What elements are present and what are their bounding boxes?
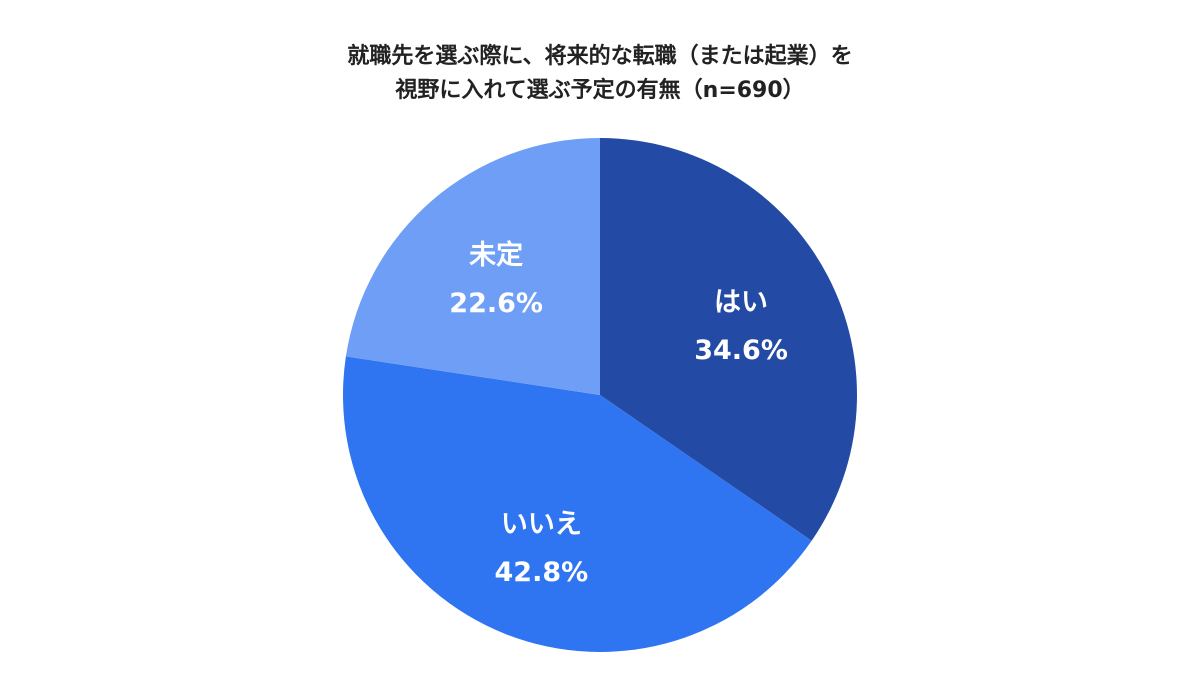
- slice-value-2: 22.6%: [449, 288, 543, 319]
- pie-slice-1: [343, 356, 812, 653]
- slice-value-1: 42.8%: [495, 557, 589, 588]
- slice-label-1: いいえ: [501, 509, 582, 540]
- pie-slices: [343, 138, 858, 653]
- pie-slice-2: [345, 138, 600, 395]
- slice-label-2: 未定: [469, 239, 523, 271]
- chart-title-line-2: 視野に入れて選ぶ予定の有無（n=690）: [395, 78, 805, 103]
- slice-value-0: 34.6%: [694, 335, 788, 366]
- slice-label-0: はい: [714, 287, 768, 318]
- chart-title-line-1: 就職先を選ぶ際に、将来的な転職（または起業）を: [347, 44, 853, 69]
- chart-title: 就職先を選ぶ際に、将来的な転職（または起業）を 視野に入れて選ぶ予定の有無（n=…: [0, 40, 1200, 108]
- pie-slice-0: [600, 138, 858, 541]
- pie-labels: はい 34.6% いいえ 42.8% 未定 22.6%: [449, 239, 788, 588]
